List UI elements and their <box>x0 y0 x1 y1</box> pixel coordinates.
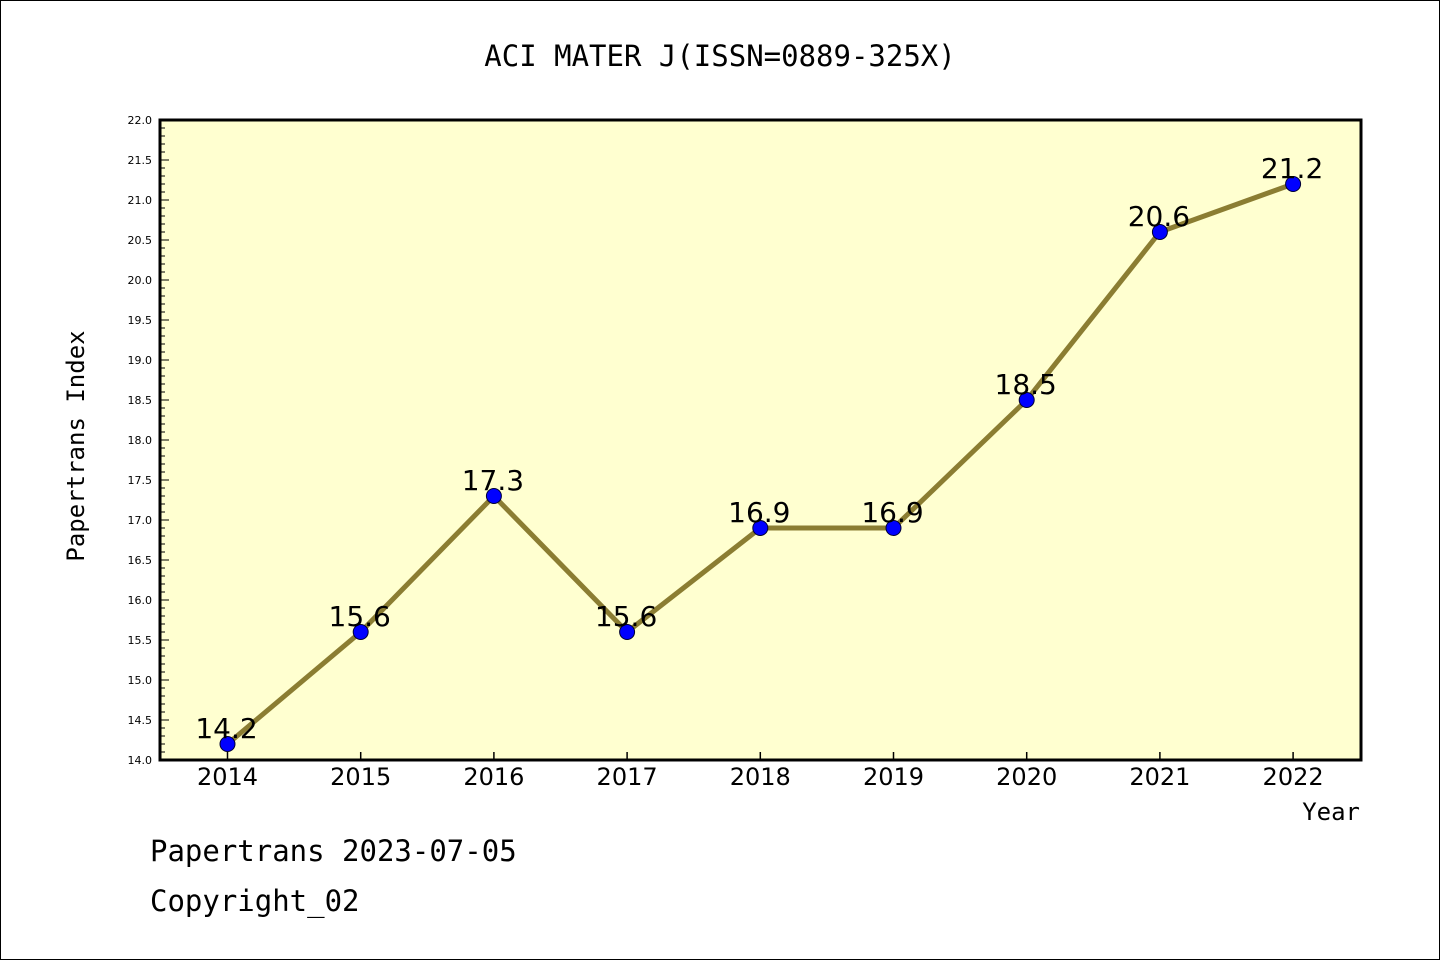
x-tick-label: 2014 <box>197 763 258 791</box>
y-tick-label: 16.5 <box>128 554 153 567</box>
data-label: 17.3 <box>462 464 524 497</box>
y-tick-label: 18.0 <box>128 434 153 447</box>
y-tick-label: 19.5 <box>128 314 153 327</box>
x-tick-label: 2016 <box>463 763 524 791</box>
chart-title: ACI MATER J(ISSN=0889-325X) <box>484 39 955 73</box>
data-point <box>1285 176 1302 192</box>
data-point <box>1151 224 1168 240</box>
y-tick-label: 15.0 <box>128 674 153 687</box>
y-tick-label: 18.5 <box>128 394 153 407</box>
y-tick-label: 15.5 <box>128 634 153 647</box>
y-tick-label: 16.0 <box>128 594 153 607</box>
data-point <box>485 488 502 504</box>
y-tick-label: 21.0 <box>128 194 153 207</box>
x-tick-label: 2022 <box>1263 763 1324 791</box>
x-axis-label: Year <box>1302 798 1360 826</box>
x-tick-label: 2021 <box>1129 763 1190 791</box>
y-tick-label: 21.5 <box>128 154 153 167</box>
y-tick-label: 22.0 <box>128 114 153 127</box>
data-label: 14.2 <box>195 712 257 745</box>
data-label: 15.6 <box>595 600 657 633</box>
data-points <box>219 176 1302 752</box>
data-point <box>619 624 636 640</box>
y-tick-label: 20.5 <box>128 234 153 247</box>
y-axis-label: Papertrans Index <box>62 330 90 561</box>
y-tick-label: 20.0 <box>128 274 153 287</box>
data-label: 16.9 <box>861 496 923 529</box>
data-label: 16.9 <box>728 496 790 529</box>
data-point <box>352 624 369 640</box>
data-labels: 14.2 15.6 17.3 15.6 16.9 16.9 18.5 20.6 21.2 <box>195 152 1323 745</box>
data-point <box>219 736 236 752</box>
plot-border <box>158 118 1363 762</box>
y-tick-label: 19.0 <box>128 354 153 367</box>
x-tick-label: 2017 <box>597 763 658 791</box>
x-tick-label: 2018 <box>730 763 791 791</box>
footer-copyright: Copyright_02 <box>150 884 360 918</box>
data-label: 15.6 <box>329 600 391 633</box>
data-point <box>885 520 902 536</box>
y-tick-label: 14.5 <box>128 714 153 727</box>
x-axis: 2014 2015 2016 2017 2018 2019 2020 2021 2022 <box>197 752 1324 791</box>
y-tick-label: 17.0 <box>128 514 153 527</box>
data-point <box>1018 392 1035 408</box>
x-tick-label: 2020 <box>996 763 1057 791</box>
x-tick-label: 2019 <box>863 763 924 791</box>
footer-stamp: Papertrans 2023-07-05 <box>150 834 517 868</box>
data-label: 18.5 <box>995 368 1057 401</box>
data-point <box>752 520 769 536</box>
data-label: 21.2 <box>1261 152 1323 185</box>
data-label: 20.6 <box>1128 200 1190 233</box>
y-tick-label: 17.5 <box>128 474 153 487</box>
x-tick-label: 2015 <box>330 763 391 791</box>
y-tick-label: 14.0 <box>128 754 153 767</box>
